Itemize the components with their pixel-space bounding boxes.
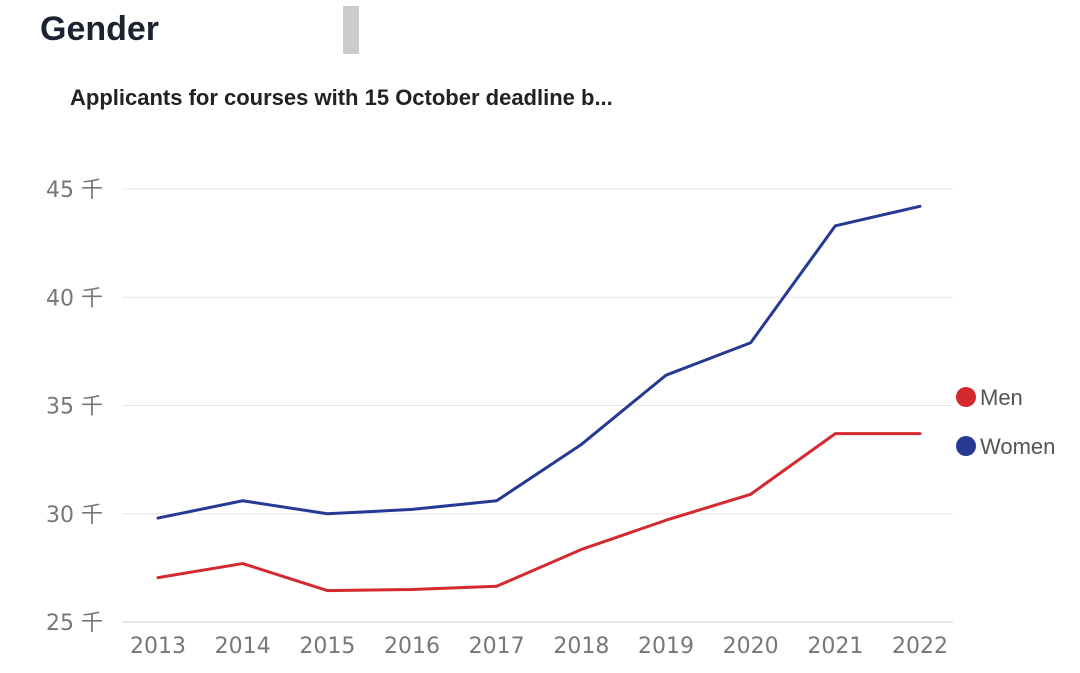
data-point-men[interactable]	[661, 515, 671, 525]
x-tick-label: 2014	[215, 634, 271, 659]
data-point-women[interactable]	[746, 338, 756, 348]
data-point-women[interactable]	[492, 496, 502, 506]
data-point-men[interactable]	[492, 581, 502, 591]
x-tick-label: 2022	[892, 634, 948, 659]
y-tick-label: 40 千	[46, 286, 103, 311]
data-point-women[interactable]	[830, 221, 840, 231]
chart-title: Applicants for courses with 15 October d…	[70, 85, 613, 110]
x-tick-label: 2017	[469, 634, 525, 659]
data-point-women[interactable]	[661, 370, 671, 380]
legend-item-men[interactable]: Men	[956, 385, 1023, 410]
data-point-women[interactable]	[576, 439, 586, 449]
legend-marker-icon	[956, 387, 976, 407]
section-title: Gender	[40, 10, 160, 48]
x-tick-label: 2015	[299, 634, 355, 659]
data-point-men[interactable]	[407, 585, 417, 595]
x-tick-label: 2020	[723, 634, 779, 659]
x-tick-label: 2018	[553, 634, 609, 659]
y-tick-label: 35 千	[46, 395, 103, 420]
data-point-men[interactable]	[238, 559, 248, 569]
x-tick-label: 2021	[807, 634, 863, 659]
data-point-men[interactable]	[322, 586, 332, 596]
series-line-men[interactable]	[156, 432, 922, 593]
data-point-men[interactable]	[153, 573, 163, 583]
x-tick-label: 2019	[638, 634, 694, 659]
data-point-men[interactable]	[915, 429, 925, 439]
data-point-men[interactable]	[746, 489, 756, 499]
legend-marker-icon	[956, 436, 976, 456]
x-tick-label: 2013	[130, 634, 186, 659]
legend-label: Women	[980, 434, 1055, 459]
scroll-marker	[343, 6, 359, 54]
data-point-women[interactable]	[407, 504, 417, 514]
y-tick-label: 30 千	[46, 503, 103, 528]
legend-label: Men	[980, 385, 1023, 410]
y-tick-label: 45 千	[46, 178, 103, 203]
x-tick-label: 2016	[384, 634, 440, 659]
data-point-men[interactable]	[576, 544, 586, 554]
data-point-women[interactable]	[322, 509, 332, 519]
series-line-women[interactable]	[156, 204, 922, 520]
data-point-women[interactable]	[238, 496, 248, 506]
data-point-men[interactable]	[830, 429, 840, 439]
data-point-women[interactable]	[915, 201, 925, 211]
legend-item-women[interactable]: Women	[956, 434, 1055, 459]
y-tick-label: 25 千	[46, 611, 103, 636]
data-point-women[interactable]	[153, 513, 163, 523]
